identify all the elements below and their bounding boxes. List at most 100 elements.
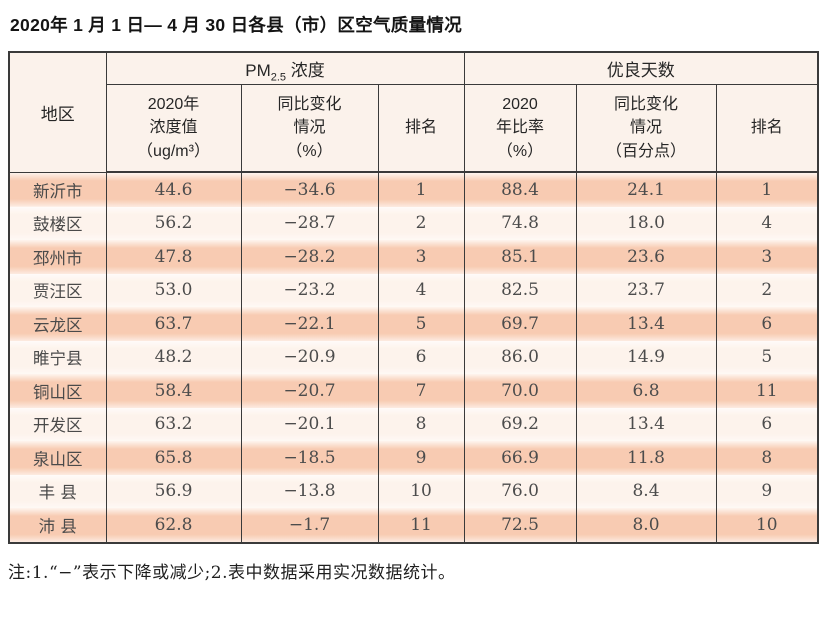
pm-change-cell: −20.1	[240, 407, 379, 441]
pm-rank-cell: 4	[377, 273, 465, 307]
table-row: 开发区 63.2 −20.1 8 69.2 13.4 6	[8, 407, 819, 441]
air-quality-table: 地区 PM2.5 浓度 优良天数 2020年 浓度值 （ug/m³） 同比变化 …	[8, 51, 820, 544]
pm-value-cell: 62.8	[105, 508, 242, 543]
pm-change-cell: −28.2	[240, 240, 379, 274]
pm-value-cell: 56.2	[105, 206, 242, 240]
pm-rank-cell: 8	[377, 407, 465, 441]
region-cell: 泉山区	[8, 441, 107, 475]
pm25-label-subscript: 2.5	[270, 71, 287, 84]
pm-rank-cell: 1	[377, 172, 465, 207]
pm-value-cell: 65.8	[105, 441, 242, 475]
footnote: 注:1.“−”表示下降或减少;2.表中数据采用实况数据统计。	[8, 562, 456, 583]
days-rank-cell: 4	[715, 206, 819, 240]
days-rank-cell: 5	[715, 340, 819, 374]
table-row: 新沂市 44.6 −34.6 1 88.4 24.1 1	[8, 172, 819, 207]
region-cell: 沛 县	[8, 508, 107, 543]
days-rank-cell: 11	[715, 374, 819, 408]
days-change-cell: 6.8	[575, 374, 717, 408]
col-header-pm-value: 2020年 浓度值 （ug/m³）	[105, 84, 242, 173]
pm-value-cell: 63.2	[105, 407, 242, 441]
region-cell: 贾汪区	[8, 273, 107, 307]
pm-change-cell: −1.7	[240, 508, 379, 543]
table-row: 睢宁县 48.2 −20.9 6 86.0 14.9 5	[8, 340, 819, 374]
pm25-label-suffix: 浓度	[286, 61, 325, 80]
days-rate-cell: 70.0	[463, 374, 577, 408]
pm-change-cell: −23.2	[240, 273, 379, 307]
region-cell: 铜山区	[8, 374, 107, 408]
days-rank-cell: 9	[715, 474, 819, 508]
col-header-pm-change: 同比变化 情况 （%）	[240, 84, 379, 173]
days-change-cell: 14.9	[575, 340, 717, 374]
pm-change-cell: −13.8	[240, 474, 379, 508]
pm-value-cell: 53.0	[105, 273, 242, 307]
table-row: 邳州市 47.8 −28.2 3 85.1 23.6 3	[8, 240, 819, 274]
table-row: 铜山区 58.4 −20.7 7 70.0 6.8 11	[8, 374, 819, 408]
col-header-region: 地区	[8, 52, 107, 173]
table-row: 鼓楼区 56.2 −28.7 2 74.8 18.0 4	[8, 206, 819, 240]
pm-change-cell: −34.6	[240, 172, 379, 207]
col-header-days-rank: 排名	[715, 84, 819, 173]
region-cell: 开发区	[8, 407, 107, 441]
region-cell: 鼓楼区	[8, 206, 107, 240]
days-rate-cell: 69.2	[463, 407, 577, 441]
pm-change-cell: −20.9	[240, 340, 379, 374]
days-rate-cell: 82.5	[463, 273, 577, 307]
days-rank-cell: 8	[715, 441, 819, 475]
table-header: 地区 PM2.5 浓度 优良天数 2020年 浓度值 （ug/m³） 同比变化 …	[8, 52, 819, 173]
pm-rank-cell: 9	[377, 441, 465, 475]
col-group-pm25: PM2.5 浓度	[105, 52, 465, 85]
days-change-cell: 23.7	[575, 273, 717, 307]
pm-change-cell: −20.7	[240, 374, 379, 408]
region-cell: 新沂市	[8, 172, 107, 207]
days-change-cell: 8.0	[575, 508, 717, 543]
pm-rank-cell: 11	[377, 508, 465, 543]
pm-change-cell: −22.1	[240, 307, 379, 341]
pm-value-cell: 63.7	[105, 307, 242, 341]
days-rank-cell: 1	[715, 172, 819, 207]
days-change-cell: 13.4	[575, 407, 717, 441]
days-rate-cell: 69.7	[463, 307, 577, 341]
pm-rank-cell: 2	[377, 206, 465, 240]
pm-value-cell: 44.6	[105, 172, 242, 207]
days-rate-cell: 66.9	[463, 441, 577, 475]
days-rank-cell: 6	[715, 407, 819, 441]
days-rate-cell: 74.8	[463, 206, 577, 240]
pm25-label-prefix: PM	[245, 61, 271, 80]
pm-value-cell: 48.2	[105, 340, 242, 374]
days-rate-cell: 85.1	[463, 240, 577, 274]
region-cell: 邳州市	[8, 240, 107, 274]
pm-rank-cell: 10	[377, 474, 465, 508]
region-cell: 丰 县	[8, 474, 107, 508]
table-body: 新沂市 44.6 −34.6 1 88.4 24.1 1 鼓楼区 56.2 −2…	[8, 172, 819, 543]
pm-rank-cell: 3	[377, 240, 465, 274]
days-rate-cell: 72.5	[463, 508, 577, 543]
pm-value-cell: 58.4	[105, 374, 242, 408]
page-title: 2020年 1 月 1 日— 4 月 30 日各县（市）区空气质量情况	[10, 15, 462, 35]
table-row: 沛 县 62.8 −1.7 11 72.5 8.0 10	[8, 508, 819, 543]
days-rate-cell: 76.0	[463, 474, 577, 508]
days-change-cell: 24.1	[575, 172, 717, 207]
col-header-days-rate: 2020 年比率 （%）	[463, 84, 577, 173]
table-row: 泉山区 65.8 −18.5 9 66.9 11.8 8	[8, 441, 819, 475]
region-cell: 云龙区	[8, 307, 107, 341]
pm-change-cell: −18.5	[240, 441, 379, 475]
days-rank-cell: 6	[715, 307, 819, 341]
table-row: 丰 县 56.9 −13.8 10 76.0 8.4 9	[8, 474, 819, 508]
days-change-cell: 23.6	[575, 240, 717, 274]
days-change-cell: 11.8	[575, 441, 717, 475]
table-row: 云龙区 63.7 −22.1 5 69.7 13.4 6	[8, 307, 819, 341]
pm-rank-cell: 6	[377, 340, 465, 374]
pm-rank-cell: 7	[377, 374, 465, 408]
days-rate-cell: 86.0	[463, 340, 577, 374]
days-rank-cell: 2	[715, 273, 819, 307]
days-rank-cell: 10	[715, 508, 819, 543]
days-change-cell: 18.0	[575, 206, 717, 240]
days-change-cell: 13.4	[575, 307, 717, 341]
pm-value-cell: 56.9	[105, 474, 242, 508]
col-header-days-change: 同比变化 情况 （百分点）	[575, 84, 717, 173]
table-group-header-row: 地区 PM2.5 浓度 优良天数	[8, 52, 819, 173]
table-sub-header-row: 2020年 浓度值 （ug/m³） 同比变化 情况 （%） 排名 2020 年比…	[9, 84, 819, 173]
region-cell: 睢宁县	[8, 340, 107, 374]
pm-rank-cell: 5	[377, 307, 465, 341]
